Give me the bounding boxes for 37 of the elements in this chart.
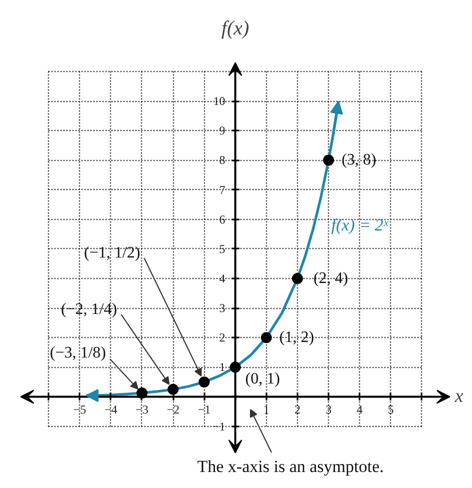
text: The x-axis is an asymptote. — [197, 457, 384, 476]
series-label: f(x) = 2ˣ — [331, 215, 390, 234]
y-tick-label: −1 — [212, 419, 226, 434]
annotation: (−2, 1/4) — [60, 300, 118, 318]
data-label: (1, 2) — [279, 329, 314, 346]
point — [260, 332, 272, 344]
data-label: (3, 8) — [342, 152, 376, 169]
point — [198, 376, 210, 388]
y-tick-label: 10 — [213, 94, 226, 108]
x-tick-label: −4 — [104, 402, 118, 417]
y-tick-label: 5 — [219, 242, 226, 256]
x-tick-label: 3 — [326, 402, 332, 417]
x-tick-label: 2 — [294, 402, 300, 417]
data-label: (0, 1) — [245, 370, 280, 388]
y-tick-label: 4 — [219, 271, 226, 286]
y-tick-label: 3 — [219, 301, 226, 316]
y-tick-label: 6 — [219, 212, 226, 226]
x-tick-label: −2 — [166, 402, 180, 417]
annotation: (−3, 1/8) — [50, 344, 106, 362]
y-tick-label: 8 — [219, 153, 226, 168]
annotation: (−1, 1/2) — [84, 244, 140, 262]
y-tick-label: 2 — [219, 330, 226, 345]
point — [168, 384, 179, 395]
y-tick-label: 1 — [219, 360, 226, 374]
x-tick-label: 1 — [263, 402, 270, 417]
y-tick-label: 7 — [219, 182, 226, 197]
x-tick-label: −1 — [198, 402, 211, 417]
x-tick-label: 4 — [356, 402, 363, 417]
point — [323, 154, 334, 166]
y-tick-label: 9 — [219, 124, 226, 138]
x-tick-label: 5 — [388, 402, 394, 417]
data-label: (2, 4) — [313, 270, 348, 287]
point — [292, 272, 303, 284]
x-tick-label: −5 — [73, 402, 86, 417]
x-tick-label: −3 — [136, 402, 148, 417]
x-axis-title: x — [454, 386, 464, 408]
y-axis-title: f(x) — [221, 18, 250, 40]
